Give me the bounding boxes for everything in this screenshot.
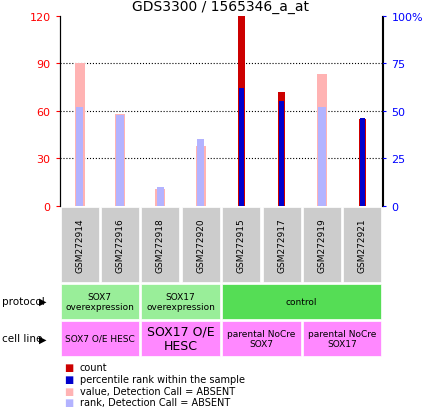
Text: GSM272917: GSM272917 (277, 217, 286, 272)
Bar (142, 207, 179, 282)
Bar (75, 64, 85, 206)
Bar (303, 207, 341, 282)
Text: GSM272920: GSM272920 (196, 218, 205, 272)
Text: rank, Detection Call = ABSENT: rank, Detection Call = ABSENT (80, 397, 230, 407)
Bar (360, 119, 365, 206)
Text: ▶: ▶ (39, 297, 47, 306)
Bar (359, 119, 366, 206)
Bar (239, 89, 244, 206)
Bar (182, 207, 220, 282)
Bar (303, 321, 381, 356)
Bar (278, 93, 285, 206)
Text: GSM272919: GSM272919 (317, 217, 326, 272)
Bar (61, 321, 139, 356)
Bar (197, 140, 204, 206)
Bar (156, 189, 165, 206)
Bar (142, 321, 220, 356)
Bar (318, 108, 326, 206)
Text: value, Detection Call = ABSENT: value, Detection Call = ABSENT (80, 386, 235, 396)
Text: SOX17
overexpression: SOX17 overexpression (146, 292, 215, 311)
Bar (61, 207, 99, 282)
Text: SOX7 O/E HESC: SOX7 O/E HESC (65, 334, 135, 343)
Bar (101, 207, 139, 282)
Text: GSM272916: GSM272916 (116, 217, 125, 272)
Bar (317, 75, 327, 206)
Text: ■: ■ (64, 386, 73, 396)
Text: SOX7
overexpression: SOX7 overexpression (65, 292, 134, 311)
Bar (222, 284, 381, 319)
Bar (61, 284, 139, 319)
Bar (343, 207, 381, 282)
Bar (238, 17, 245, 207)
Bar (279, 102, 284, 206)
Bar (115, 115, 125, 206)
Text: GSM272915: GSM272915 (237, 217, 246, 272)
Bar (196, 146, 206, 206)
Text: ■: ■ (64, 397, 73, 407)
Text: ▶: ▶ (39, 334, 47, 344)
Text: cell line: cell line (2, 334, 42, 344)
Text: GSM272914: GSM272914 (75, 218, 84, 272)
Bar (263, 207, 300, 282)
Text: GSM272918: GSM272918 (156, 217, 165, 272)
Text: GSM272921: GSM272921 (358, 218, 367, 272)
Bar (157, 188, 164, 206)
Text: ■: ■ (64, 374, 73, 384)
Text: control: control (286, 297, 317, 306)
Text: SOX17 O/E
HESC: SOX17 O/E HESC (147, 325, 215, 353)
Text: count: count (80, 363, 108, 373)
Bar (76, 108, 83, 206)
Text: parental NoCre
SOX7: parental NoCre SOX7 (227, 329, 295, 348)
Bar (116, 115, 124, 206)
Text: ■: ■ (64, 363, 73, 373)
Text: percentile rank within the sample: percentile rank within the sample (80, 374, 245, 384)
Bar (142, 284, 220, 319)
Bar (222, 207, 260, 282)
Title: GDS3300 / 1565346_a_at: GDS3300 / 1565346_a_at (133, 0, 309, 14)
Bar (222, 321, 300, 356)
Text: protocol: protocol (2, 297, 45, 306)
Text: parental NoCre
SOX17: parental NoCre SOX17 (308, 329, 376, 348)
